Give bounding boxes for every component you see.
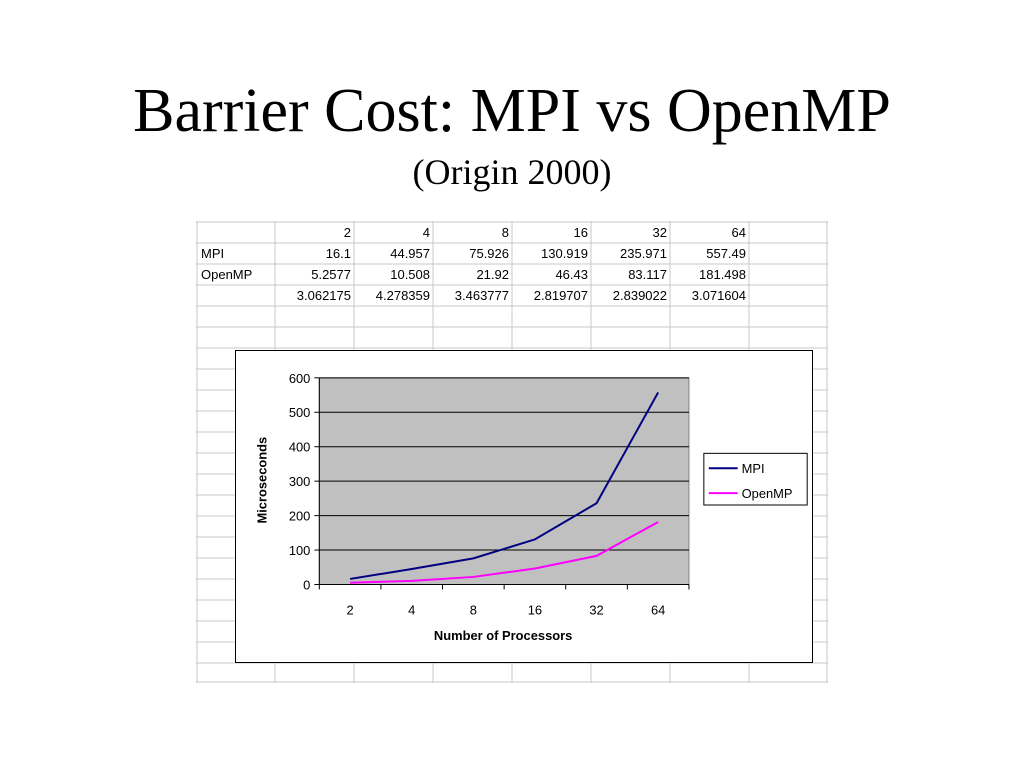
series-line-openmp — [350, 521, 659, 584]
table-cell: 75.926 — [469, 246, 509, 261]
table-cell: 130.919 — [541, 246, 588, 261]
plot-area — [318, 377, 690, 585]
table-cell: 16.1 — [326, 246, 351, 261]
y-tick-label: 300 — [289, 474, 311, 489]
table-cell: 44.957 — [390, 246, 430, 261]
table-cell: 21.92 — [476, 267, 509, 282]
table-cell: 3.463777 — [455, 288, 509, 303]
x-tick-label: 16 — [528, 602, 542, 617]
axes: 0 100 200 300 400 500 600 2 4 8 16 32 64 — [289, 371, 690, 617]
y-tick-label: 600 — [289, 371, 311, 386]
table-cell: 32 — [653, 225, 667, 240]
x-tick-label: 64 — [651, 602, 665, 617]
legend-label: OpenMP — [742, 486, 793, 501]
table-cell: 83.117 — [628, 267, 667, 282]
x-tick-label: 4 — [408, 602, 415, 617]
table-cell: 8 — [502, 225, 509, 240]
legend: MPI OpenMP — [703, 452, 808, 506]
line-chart: 0 100 200 300 400 500 600 2 4 8 16 32 64 Number of P… — [235, 350, 813, 663]
table-cell: 2.839022 — [613, 288, 667, 303]
y-tick-label: 500 — [289, 405, 311, 420]
y-tick-label: 100 — [289, 543, 311, 558]
legend-label: MPI — [742, 461, 765, 476]
table-cell: MPI — [201, 246, 224, 261]
table-cell: 2 — [344, 225, 351, 240]
table-cell: OpenMP — [201, 267, 252, 282]
series-lines — [349, 391, 660, 584]
table-cell: 3.071604 — [692, 288, 746, 303]
y-tick-label: 200 — [289, 509, 311, 524]
x-axis-title: Number of Processors — [434, 628, 572, 643]
slide-subtitle: (Origin 2000) — [412, 152, 612, 192]
y-tick-label: 0 — [303, 577, 310, 592]
x-tick-label: 2 — [347, 602, 354, 617]
table-cell: 46.43 — [555, 267, 588, 282]
x-tick-label: 32 — [589, 602, 603, 617]
table-cell: 16 — [574, 225, 588, 240]
legend-box — [703, 452, 808, 506]
table-cell: 5.2577 — [311, 267, 351, 282]
y-tick-label: 400 — [289, 440, 311, 455]
x-tick-label: 8 — [470, 602, 477, 617]
table-cell: 181.498 — [699, 267, 746, 282]
y-axis-title: Microseconds — [255, 437, 270, 524]
table-cell: 4 — [423, 225, 430, 240]
table-cells: 2 4 8 16 32 64 MPI 16.1 44.957 75.926 130.919 235.9… — [201, 225, 746, 303]
table-cell: 2.819707 — [534, 288, 588, 303]
series-line-mpi — [349, 391, 660, 580]
table-cell: 4.278359 — [376, 288, 430, 303]
table-cell: 3.062175 — [297, 288, 351, 303]
table-cell: 557.49 — [706, 246, 746, 261]
slide-title: Barrier Cost: MPI vs OpenMP — [133, 77, 891, 145]
table-cell: 10.508 — [390, 267, 430, 282]
table-cell: 235.971 — [620, 246, 667, 261]
table-cell: 64 — [732, 225, 746, 240]
